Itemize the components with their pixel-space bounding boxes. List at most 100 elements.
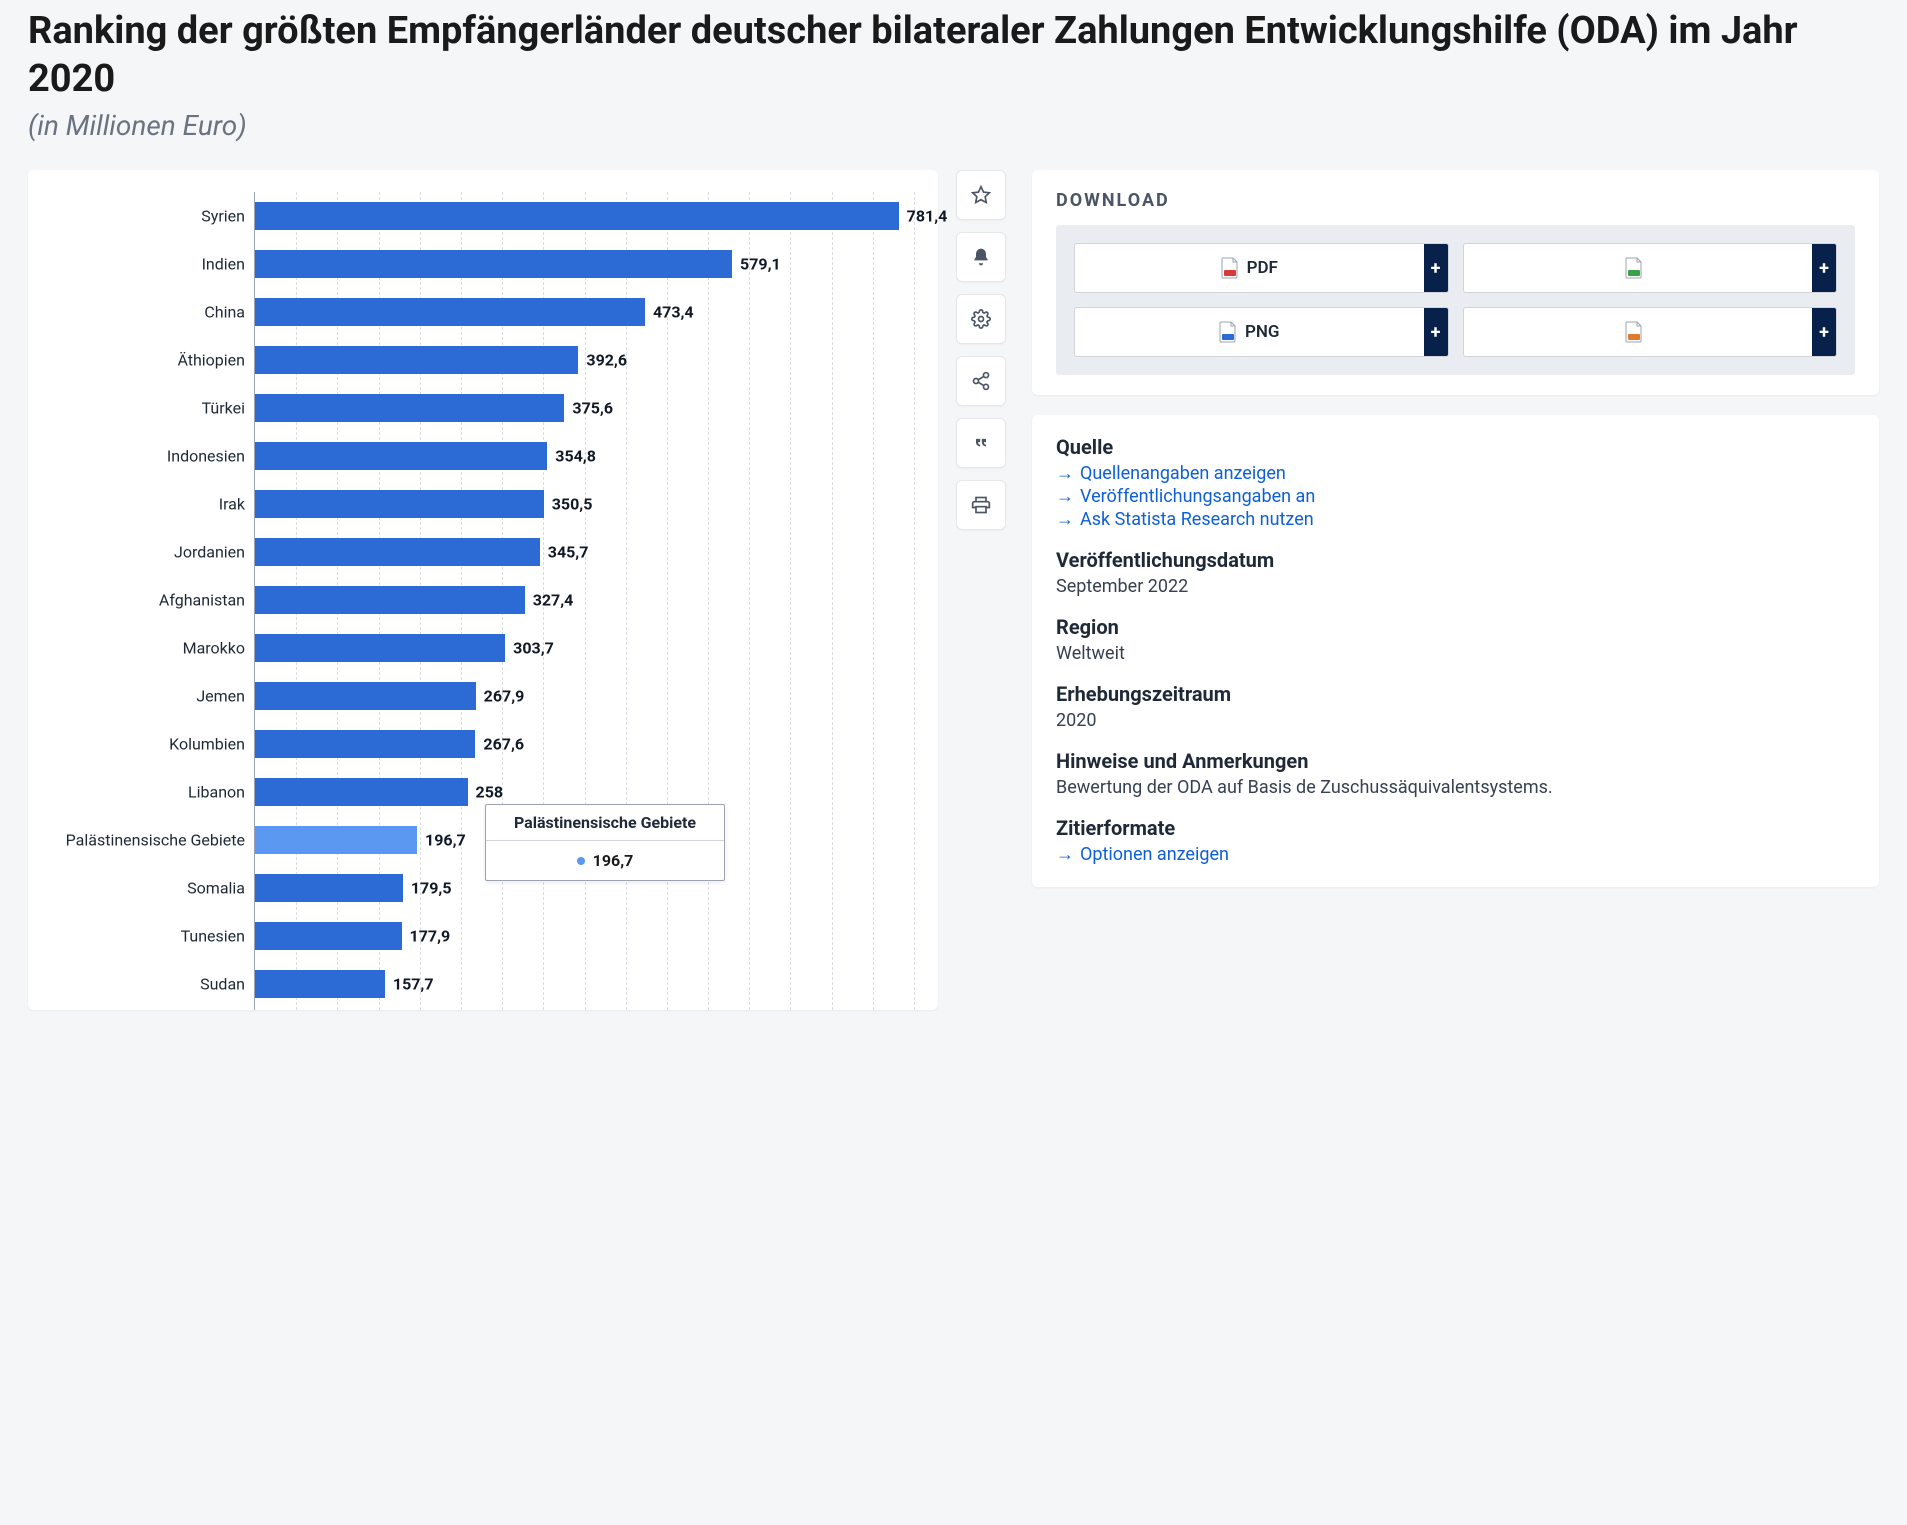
bar (255, 874, 403, 902)
file-icon (1221, 257, 1239, 279)
page-title: Ranking der größten Empfängerländer deut… (28, 8, 1879, 103)
bar (255, 394, 564, 422)
source-link-label: Veröffentlichungsangaben an (1080, 486, 1315, 507)
download-button-label: PDF (1247, 258, 1278, 278)
bar-row[interactable]: 350,5 (255, 490, 544, 518)
source-link[interactable]: → Ask Statista Research nutzen (1056, 509, 1855, 530)
download-png-button[interactable]: PNG + (1074, 307, 1449, 357)
citeformat-link-label: Optionen anzeigen (1080, 844, 1229, 865)
bar-value-label: 392,6 (586, 351, 627, 370)
source-link[interactable]: →Quellenangaben anzeigen (1056, 463, 1855, 484)
plus-icon: + (1424, 244, 1448, 292)
bar-value-label: 345,7 (548, 543, 589, 562)
chart-plot: 781,4 579,1 473,4 392,6 375,6 354,8 350,5 345,7… (254, 192, 914, 1010)
bar-row[interactable]: 579,1 (255, 250, 732, 278)
share-button[interactable] (956, 356, 1006, 406)
bar-value-label: 473,4 (653, 303, 694, 322)
bar (255, 442, 547, 470)
bar-row[interactable]: 267,6 (255, 730, 475, 758)
notes-value: Bewertung der ODA auf Basis de Zuschussä… (1056, 777, 1855, 798)
bar-row[interactable]: 327,4 (255, 586, 525, 614)
tooltip-label: Palästinensische Gebiete (486, 805, 724, 841)
bar (255, 826, 417, 854)
y-axis-label: Sudan (200, 975, 245, 994)
bar (255, 682, 476, 710)
file-icon (1219, 321, 1237, 343)
download-button-label: PNG (1245, 322, 1280, 342)
print-button[interactable] (956, 480, 1006, 530)
bar-value-label: 267,9 (484, 687, 525, 706)
settings-button[interactable] (956, 294, 1006, 344)
alert-button[interactable] (956, 232, 1006, 282)
bar-value-label: 375,6 (572, 399, 613, 418)
favorite-button[interactable] (956, 170, 1006, 220)
citeformat-link[interactable]: → Optionen anzeigen (1056, 844, 1855, 865)
y-axis-label: China (204, 303, 245, 322)
download-xls-button[interactable]: + (1463, 243, 1838, 293)
tooltip-value: 196,7 (593, 851, 634, 870)
y-axis-label: Indonesien (167, 447, 245, 466)
bar-value-label: 579,1 (740, 255, 781, 274)
bar-row[interactable]: 781,4 (255, 202, 899, 230)
bar (255, 490, 544, 518)
y-axis-label: Kolumbien (169, 735, 245, 754)
bar-row[interactable]: 345,7 (255, 538, 540, 566)
bar-value-label: 350,5 (552, 495, 593, 514)
y-axis-label: Palästinensische Gebiete (66, 831, 245, 850)
bar-row[interactable]: 258 (255, 778, 468, 806)
y-axis-label: Jemen (196, 687, 245, 706)
citeformat-title: Zitierformate (1056, 816, 1855, 840)
bar-value-label: 354,8 (555, 447, 596, 466)
y-axis-label: Syrien (201, 207, 245, 226)
bar-value-label: 196,7 (425, 831, 466, 850)
arrow-icon: → (1056, 486, 1074, 507)
metadata-panel: Quelle →Quellenangaben anzeigen→Veröffen… (1032, 415, 1879, 887)
y-axis-label: Irak (219, 495, 245, 514)
region-title: Region (1056, 615, 1855, 639)
source-link-label: Ask Statista Research nutzen (1080, 509, 1314, 530)
bar-value-label: 267,6 (483, 735, 524, 754)
y-axis-label: Libanon (188, 783, 245, 802)
chart-action-column (956, 170, 1014, 530)
bar-row[interactable]: 179,5 (255, 874, 403, 902)
y-axis-label: Türkei (202, 399, 245, 418)
period-title: Erhebungszeitraum (1056, 682, 1855, 706)
bar (255, 778, 468, 806)
download-title: DOWNLOAD (1056, 190, 1855, 211)
bar-value-label: 781,4 (907, 207, 948, 226)
plus-icon: + (1812, 244, 1836, 292)
bar-row[interactable]: 473,4 (255, 298, 645, 326)
arrow-icon: → (1056, 509, 1074, 530)
chart-panel: SyrienIndienChinaÄthiopienTürkeiIndonesi… (28, 170, 938, 1010)
y-axis-label: Jordanien (174, 543, 245, 562)
bar-row[interactable]: 267,9 (255, 682, 476, 710)
page-subtitle: (in Millionen Euro) (28, 109, 1879, 142)
source-link[interactable]: → Veröffentlichungsangaben an (1056, 486, 1855, 507)
source-link-label: Quellenangaben anzeigen (1080, 463, 1286, 484)
bar-row[interactable]: 354,8 (255, 442, 547, 470)
bar-row[interactable]: 177,9 (255, 922, 402, 950)
bar-value-label: 177,9 (410, 927, 451, 946)
bar (255, 634, 505, 662)
period-value: 2020 (1056, 710, 1855, 731)
chart-tooltip: Palästinensische Gebiete 196,7 (485, 804, 725, 881)
plus-icon: + (1424, 308, 1448, 356)
bar-row[interactable]: 392,6 (255, 346, 578, 374)
file-icon (1625, 321, 1643, 343)
download-pdf-button[interactable]: PDF + (1074, 243, 1449, 293)
bar-row[interactable]: 375,6 (255, 394, 564, 422)
bar-row[interactable]: 303,7 (255, 634, 505, 662)
bar (255, 586, 525, 614)
cite-button[interactable] (956, 418, 1006, 468)
region-value: Weltweit (1056, 643, 1855, 664)
download-ppt-button[interactable]: + (1463, 307, 1838, 357)
y-axis-label: Indien (202, 255, 245, 274)
bar (255, 970, 385, 998)
bar (255, 346, 578, 374)
bar (255, 202, 899, 230)
bar (255, 730, 475, 758)
bar-value-label: 179,5 (411, 879, 452, 898)
pubdate-title: Veröffentlichungsdatum (1056, 548, 1855, 572)
bar-row[interactable]: 157,7 (255, 970, 385, 998)
bar-row[interactable]: 196,7 (255, 826, 417, 854)
